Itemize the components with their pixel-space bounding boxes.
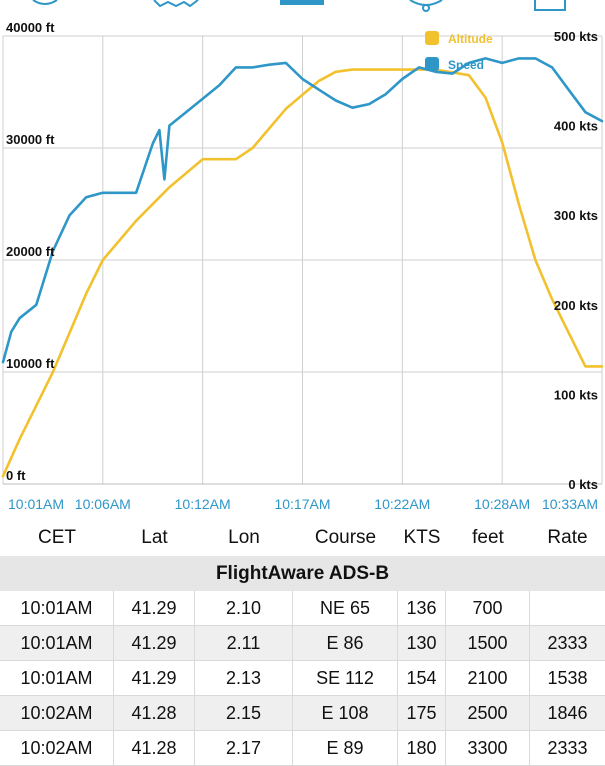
table-row: 10:02AM 41.28 2.17 E 89 180 3300 2333 bbox=[0, 731, 605, 766]
data-source-label: FlightAware ADS-B bbox=[0, 556, 605, 591]
left-axis-tick-label: 10000 ft bbox=[6, 356, 55, 371]
cell-lon: 2.17 bbox=[195, 731, 293, 765]
legend-label-altitude: Altitude bbox=[448, 32, 493, 46]
right-axis-tick-label: 400 kts bbox=[554, 119, 598, 134]
legend-swatch-speed bbox=[425, 57, 439, 71]
track-log-table: 10:01AM 41.29 2.10 NE 65 136 700 10:01AM 41.29 2… bbox=[0, 591, 605, 766]
cell-feet: 1500 bbox=[446, 626, 530, 660]
col-header-rate[interactable]: Rate bbox=[547, 527, 588, 548]
right-axis-tick-label: 300 kts bbox=[554, 208, 598, 223]
cell-course: SE 112 bbox=[293, 661, 398, 695]
table-row: 10:01AM 41.29 2.11 E 86 130 1500 2333 bbox=[0, 626, 605, 661]
cell-course: NE 65 bbox=[293, 591, 398, 625]
x-axis-tick-label: 10:01AM bbox=[8, 496, 64, 512]
col-header-cet[interactable]: CET bbox=[38, 527, 76, 548]
share-icon[interactable] bbox=[534, 0, 566, 11]
x-axis-tick-label: 10:17AM bbox=[274, 496, 330, 512]
cell-rate bbox=[530, 591, 605, 625]
cell-cet: 10:02AM bbox=[0, 731, 114, 765]
col-header-kts[interactable]: KTS bbox=[403, 527, 441, 548]
right-axis-tick-label: 100 kts bbox=[554, 387, 598, 402]
right-axis-tick-label: 0 kts bbox=[568, 477, 598, 492]
cell-lon: 2.11 bbox=[195, 626, 293, 660]
cell-lat: 41.29 bbox=[114, 591, 195, 625]
table-row: 10:02AM 41.28 2.15 E 108 175 2500 1846 bbox=[0, 696, 605, 731]
top-toolbar bbox=[0, 0, 605, 14]
x-axis-tick-label: 10:33AM bbox=[542, 496, 598, 512]
flight-chart: 0 ft 10000 ft 20000 ft 30000 ft 40000 ft 0 kt… bbox=[0, 14, 605, 520]
map-icon[interactable] bbox=[153, 0, 199, 8]
cell-kts: 130 bbox=[398, 626, 446, 660]
cell-feet: 3300 bbox=[446, 731, 530, 765]
left-axis-tick-label: 0 ft bbox=[6, 468, 26, 483]
cell-course: E 86 bbox=[293, 626, 398, 660]
cell-lon: 2.15 bbox=[195, 696, 293, 730]
cell-kts: 180 bbox=[398, 731, 446, 765]
col-header-lat[interactable]: Lat bbox=[141, 527, 168, 548]
cell-course: E 89 bbox=[293, 731, 398, 765]
cell-lat: 41.28 bbox=[114, 731, 195, 765]
alert-icon[interactable] bbox=[409, 0, 443, 12]
table-row: 10:01AM 41.29 2.13 SE 112 154 2100 1538 bbox=[0, 661, 605, 696]
cell-rate: 2333 bbox=[547, 738, 588, 758]
col-header-lon[interactable]: Lon bbox=[228, 527, 260, 548]
cell-feet: 2100 bbox=[446, 661, 530, 695]
cell-lon: 2.10 bbox=[195, 591, 293, 625]
cell-cet: 10:01AM bbox=[0, 626, 114, 660]
series-line-altitude bbox=[1, 68, 604, 478]
cell-cet: 10:02AM bbox=[0, 696, 114, 730]
table-row: 10:01AM 41.29 2.10 NE 65 136 700 bbox=[0, 591, 605, 626]
cell-lat: 41.29 bbox=[114, 661, 195, 695]
left-icon[interactable] bbox=[32, 0, 58, 5]
cell-lat: 41.29 bbox=[114, 626, 195, 660]
cell-kts: 136 bbox=[398, 591, 446, 625]
cell-kts: 154 bbox=[398, 661, 446, 695]
cell-kts: 175 bbox=[398, 696, 446, 730]
legend-label-speed: Speed bbox=[448, 58, 484, 72]
chart-svg: 0 ft 10000 ft 20000 ft 30000 ft 40000 ft 0 kt… bbox=[1, 20, 604, 512]
x-axis-tick-label: 10:28AM bbox=[474, 496, 530, 512]
cell-cet: 10:01AM bbox=[0, 591, 114, 625]
series-line-speed bbox=[1, 57, 604, 364]
graph-tab-icon[interactable] bbox=[280, 0, 324, 5]
right-axis-tick-label: 500 kts bbox=[554, 29, 598, 44]
cell-feet: 700 bbox=[446, 591, 530, 625]
right-axis-tick-label: 200 kts bbox=[554, 298, 598, 313]
x-axis-tick-label: 10:22AM bbox=[374, 496, 430, 512]
cell-feet: 2500 bbox=[446, 696, 530, 730]
left-axis-tick-label: 20000 ft bbox=[6, 244, 55, 259]
cell-rate: 1538 bbox=[547, 668, 588, 688]
legend-swatch-altitude bbox=[425, 31, 439, 45]
cell-lon: 2.13 bbox=[195, 661, 293, 695]
left-axis-tick-label: 30000 ft bbox=[6, 132, 55, 147]
col-header-feet[interactable]: feet bbox=[472, 527, 504, 548]
x-axis-tick-label: 10:12AM bbox=[175, 496, 231, 512]
cell-lat: 41.28 bbox=[114, 696, 195, 730]
cell-rate: 2333 bbox=[547, 633, 588, 653]
table-header: CET Lat Lon Course KTS feet Rate bbox=[0, 520, 605, 556]
x-axis-tick-label: 10:06AM bbox=[75, 496, 131, 512]
col-header-course[interactable]: Course bbox=[314, 527, 377, 548]
cell-cet: 10:01AM bbox=[0, 661, 114, 695]
cell-course: E 108 bbox=[293, 696, 398, 730]
cell-rate: 1846 bbox=[547, 703, 588, 723]
left-axis-tick-label: 40000 ft bbox=[6, 20, 55, 35]
